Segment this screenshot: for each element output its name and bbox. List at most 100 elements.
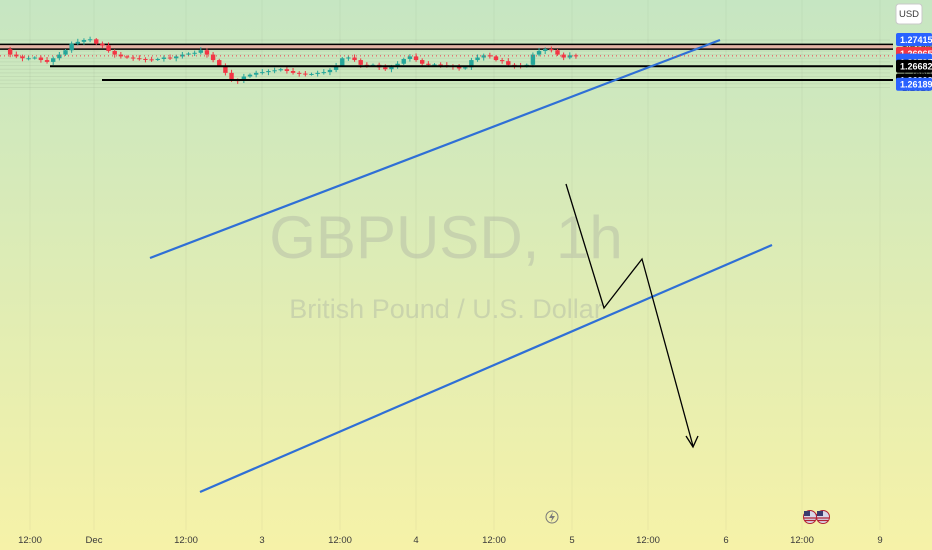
- candle-body: [549, 49, 554, 51]
- us-flag-icon[interactable]: [803, 510, 817, 524]
- candle-body: [260, 72, 265, 74]
- candle-body: [395, 63, 400, 67]
- price-badges: 1.274151.2696517:171.268471.267951.26682…: [896, 32, 932, 91]
- candle-body: [112, 50, 117, 55]
- candle-body: [487, 55, 493, 57]
- resistance-zone-fill[interactable]: [0, 44, 893, 50]
- candle-body: [420, 60, 425, 64]
- currency-button[interactable]: [895, 3, 923, 25]
- candle-body: [401, 58, 406, 64]
- projection-arrowhead[interactable]: [685, 435, 699, 449]
- candle-body: [32, 57, 37, 59]
- candle-body: [358, 60, 363, 65]
- candle-body: [499, 60, 505, 62]
- candle-body: [340, 58, 345, 66]
- candle-body: [284, 69, 290, 72]
- candle-body: [130, 57, 136, 59]
- candle-body: [278, 69, 283, 71]
- candle-body: [469, 60, 474, 68]
- candle-body: [413, 56, 419, 61]
- event-icons[interactable]: [545, 510, 830, 524]
- candle-body: [63, 50, 68, 55]
- candle-body: [57, 54, 62, 59]
- candle-body: [321, 72, 326, 74]
- channel-upper-trendline[interactable]: [149, 38, 721, 260]
- candle-body: [567, 55, 572, 58]
- price-badge-label: 1.27415: [900, 35, 932, 45]
- candle-body: [137, 58, 142, 60]
- watermark-title: GBPUSD, 1h: [269, 204, 622, 271]
- candle-body: [493, 56, 499, 61]
- candle-body: [383, 67, 388, 70]
- candle-body: [167, 57, 173, 59]
- candle-body: [75, 41, 80, 44]
- candle-body: [180, 54, 185, 57]
- projection-path[interactable]: [565, 183, 694, 447]
- us-flag-icon[interactable]: [816, 510, 830, 524]
- candle-body: [352, 57, 357, 61]
- currency-label: USD: [899, 9, 919, 20]
- candle-body: [272, 70, 277, 72]
- time-tick-label: Dec: [86, 535, 103, 546]
- candle-body: [7, 49, 13, 55]
- candle-body: [51, 58, 56, 62]
- candle-body: [124, 56, 130, 58]
- candle-body: [297, 72, 302, 74]
- candle-body: [346, 57, 351, 59]
- drawings-layer[interactable]: [0, 38, 893, 494]
- candle-body: [155, 58, 160, 60]
- candle-body: [223, 65, 228, 73]
- candle-body: [44, 60, 50, 62]
- candle-body: [94, 39, 99, 44]
- candle-body: [143, 58, 148, 60]
- candle-body: [327, 69, 333, 73]
- candle-body: [26, 58, 31, 60]
- candle-body: [561, 54, 566, 58]
- time-tick-label: 12:00: [18, 535, 42, 546]
- candle-body: [204, 50, 210, 55]
- price-badge: [896, 59, 932, 73]
- candle-body: [290, 71, 296, 73]
- time-tick-label: 12:00: [328, 535, 352, 546]
- watermark-subtitle: British Pound / U.S. Dollar: [289, 294, 603, 324]
- candle-body: [481, 55, 486, 58]
- time-tick-label: 9: [877, 535, 882, 546]
- candle-body: [536, 50, 542, 55]
- time-tick-label: 12:00: [174, 535, 198, 546]
- price-badge-label: 1.26682: [900, 62, 932, 72]
- channel-lower-trendline[interactable]: [199, 243, 773, 494]
- time-tick-label: 12:00: [636, 535, 660, 546]
- candle-body: [229, 72, 234, 81]
- time-tick-label: 12:00: [482, 535, 506, 546]
- candle-body: [161, 57, 167, 59]
- candle-body: [530, 54, 536, 65]
- price-badge: [896, 77, 932, 91]
- candle-body: [253, 72, 259, 75]
- candle-body: [186, 53, 191, 55]
- price-badge: [896, 32, 932, 46]
- time-tick-label: 4: [413, 535, 418, 546]
- lightning-icon[interactable]: [545, 510, 559, 524]
- candle-body: [432, 64, 437, 66]
- time-axis[interactable]: 12:00 Dec 12:00 3 12:00 4 12:00 5 12:00 6 12:00 9: [18, 535, 883, 546]
- candle-body: [543, 49, 548, 51]
- candle-body: [174, 56, 179, 59]
- candle-body: [69, 43, 74, 51]
- candle-body: [87, 39, 93, 41]
- symbol-watermark: GBPUSD, 1h British Pound / U.S. Dollar: [269, 204, 622, 324]
- resistance-zone[interactable]: [0, 43, 893, 50]
- candle-body: [456, 66, 462, 69]
- candle-body: [506, 61, 511, 65]
- candle-body: [426, 63, 431, 65]
- candle-body: [407, 56, 413, 59]
- candle-body: [210, 54, 216, 61]
- time-tick-label: 12:00: [790, 535, 814, 546]
- price-badge-label: 1.26189: [900, 80, 932, 90]
- candle-body: [81, 40, 87, 42]
- candle-body: [555, 50, 560, 55]
- candle-body: [309, 73, 314, 75]
- candle-body: [333, 65, 339, 70]
